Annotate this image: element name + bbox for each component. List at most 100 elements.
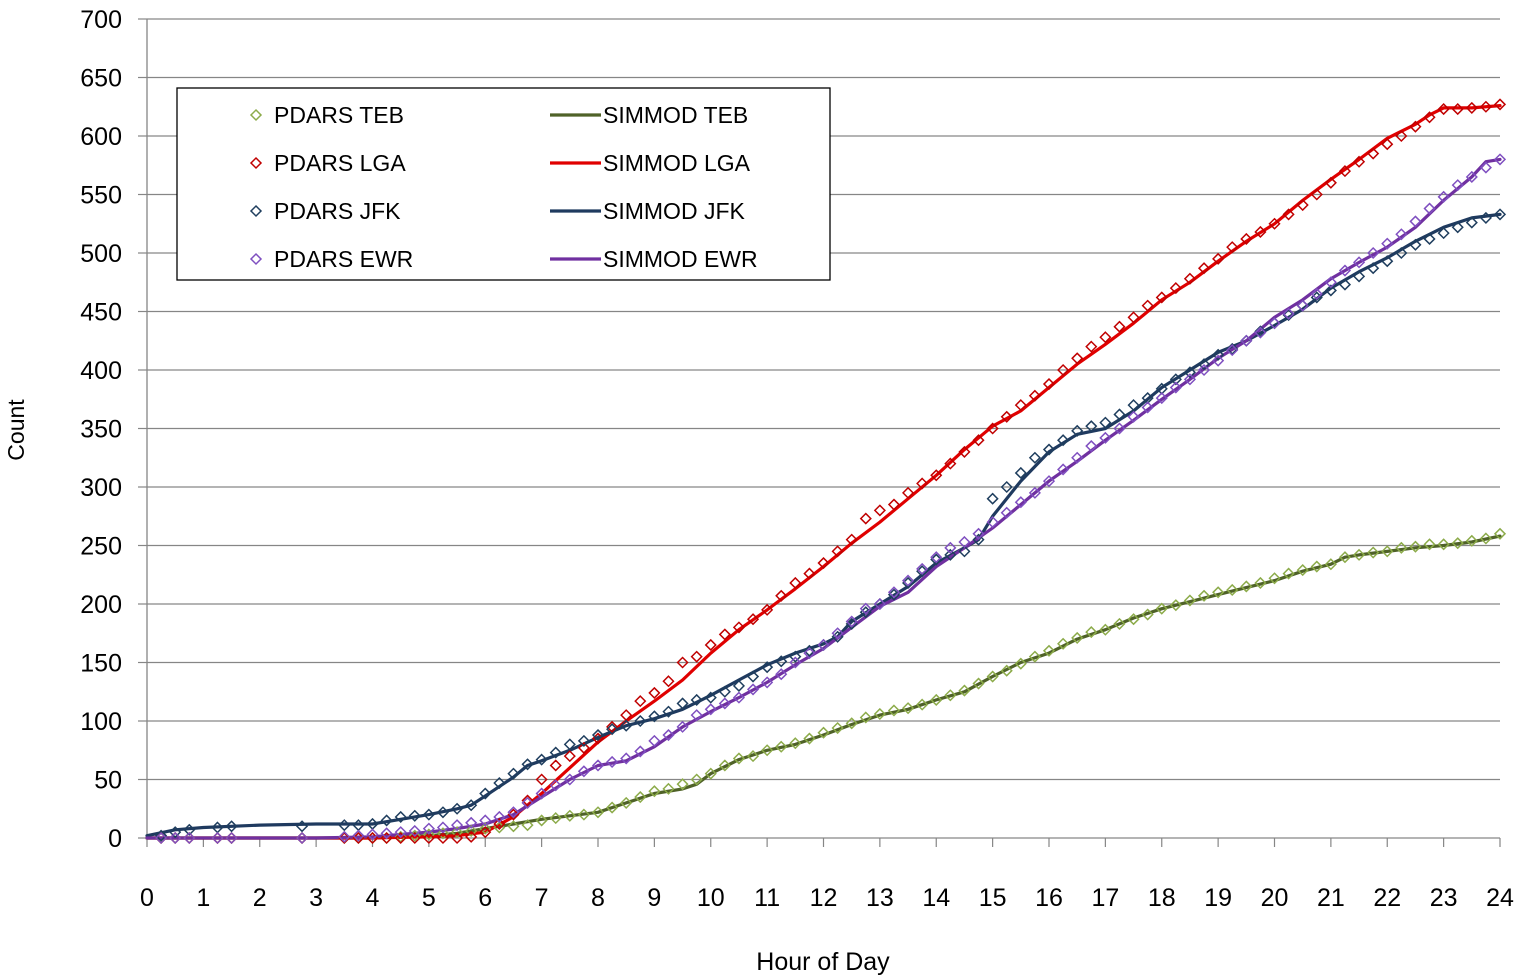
data-point <box>1042 475 1056 488</box>
data-point <box>591 806 605 819</box>
data-point <box>648 686 661 699</box>
data-point <box>676 720 689 733</box>
data-point <box>1057 463 1070 476</box>
legend-label: PDARS EWR <box>274 246 413 272</box>
data-point <box>338 831 351 845</box>
data-point <box>1000 410 1013 423</box>
data-point <box>1367 546 1380 559</box>
data-point <box>394 810 407 824</box>
data-point <box>1057 637 1070 650</box>
data-point <box>422 828 435 841</box>
data-point <box>690 650 703 663</box>
data-point <box>1127 311 1140 324</box>
legend-label: PDARS JFK <box>274 198 401 224</box>
data-point <box>352 829 365 842</box>
data-point <box>507 806 520 819</box>
data-point <box>521 794 534 807</box>
data-point <box>1197 262 1211 275</box>
data-point <box>634 790 647 804</box>
data-point <box>1465 170 1478 184</box>
data-point <box>535 773 548 786</box>
data-point <box>1099 431 1112 444</box>
data-point <box>1395 246 1408 260</box>
legend-label: SIMMOD LGA <box>603 150 751 176</box>
data-point <box>761 603 774 616</box>
data-point <box>521 796 534 809</box>
data-point <box>451 819 464 832</box>
data-point <box>1141 401 1154 414</box>
x-tick-label: 8 <box>591 884 605 912</box>
data-point <box>1254 325 1267 338</box>
data-point <box>1352 548 1366 561</box>
data-point <box>916 698 929 711</box>
data-point <box>1226 342 1239 356</box>
data-point <box>1367 246 1380 260</box>
data-point <box>634 714 647 728</box>
data-point <box>930 551 943 564</box>
data-point <box>1169 381 1182 394</box>
data-point <box>1169 282 1182 295</box>
data-point <box>718 628 731 641</box>
x-tick-label: 2 <box>253 884 267 912</box>
data-point <box>1381 138 1394 151</box>
x-axis-tick-labels: 0 1 2 3 4 5 6 7 8 9 10 11 12 13 14 15 16 17 18 19 20 21 22 23 24 <box>140 884 1514 912</box>
data-point <box>1395 129 1408 143</box>
x-tick-label: 13 <box>866 884 894 912</box>
data-point <box>803 647 816 660</box>
legend-marker <box>249 204 263 218</box>
data-point <box>338 819 351 832</box>
data-point <box>1437 538 1450 551</box>
data-point <box>1451 179 1464 192</box>
data-point <box>493 817 506 831</box>
data-point <box>1310 287 1323 301</box>
data-point <box>1183 373 1197 386</box>
data-point <box>831 545 844 558</box>
data-point <box>1352 270 1366 283</box>
x-axis-label: Hour of Day <box>756 948 890 976</box>
y-tick-label: 450 <box>80 299 122 327</box>
legend-box <box>176 87 831 281</box>
data-point <box>422 831 435 845</box>
data-point <box>746 750 760 763</box>
data-point <box>986 492 999 505</box>
data-point <box>577 741 590 754</box>
data-point <box>1254 326 1267 339</box>
data-point <box>1169 599 1182 612</box>
data-point <box>1155 392 1168 405</box>
data-point <box>831 627 844 640</box>
data-point <box>493 776 506 790</box>
legend-label: PDARS TEB <box>274 102 404 128</box>
x-tick-label: 15 <box>979 884 1007 912</box>
data-point <box>1197 363 1211 377</box>
data-point <box>1183 272 1197 285</box>
data-point <box>746 613 760 626</box>
data-point <box>1028 486 1041 499</box>
data-point <box>1437 227 1450 240</box>
y-tick-label: 150 <box>80 650 122 678</box>
data-point <box>1085 626 1098 639</box>
data-point <box>1423 202 1436 215</box>
data-point <box>577 765 590 778</box>
data-point <box>845 533 858 546</box>
data-point <box>436 806 450 819</box>
legend-label: SIMMOD JFK <box>603 198 745 224</box>
data-point <box>761 676 774 689</box>
data-point <box>1310 188 1323 201</box>
x-tick-label: 6 <box>478 884 492 912</box>
data-point <box>549 759 562 772</box>
data-point <box>507 767 520 780</box>
data-point <box>690 693 703 707</box>
data-point <box>1113 617 1126 630</box>
data-point <box>648 710 661 723</box>
data-point <box>944 457 957 470</box>
data-point <box>761 661 774 674</box>
data-point <box>155 831 168 845</box>
data-point <box>704 638 717 652</box>
data-point <box>465 816 478 829</box>
data-point <box>521 758 534 771</box>
series-markers-pdars-lga <box>155 98 1507 845</box>
data-point <box>1042 377 1056 391</box>
data-point <box>535 814 548 827</box>
data-point <box>408 831 421 845</box>
